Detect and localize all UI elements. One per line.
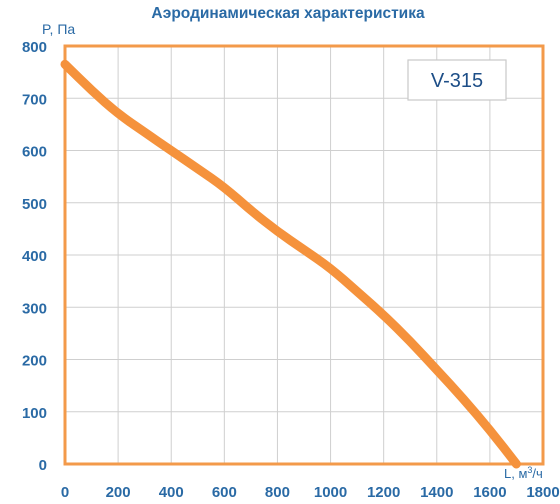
model-label-frame [407,59,507,101]
x-tick-label: 200 [106,484,131,501]
x-tick-label: 800 [265,484,290,501]
x-tick-label: 1200 [367,484,400,501]
y-tick-label: 400 [22,248,47,265]
model-label: V-315 [431,70,483,92]
plot-frame [63,44,545,466]
x-tick-label: 1000 [314,484,347,501]
chart-title: Аэродинамическая характеристика [151,5,425,22]
x-tick-label: 1800 [526,484,559,501]
y-tick-label: 500 [22,196,47,213]
y-tick-label: 700 [22,91,47,108]
model-label-box: V-315 [407,59,507,101]
y-tick-label: 0 [39,457,47,474]
x-tick-label: 1400 [420,484,453,501]
y-tick-label: 200 [22,353,47,370]
y-tick-label: 100 [22,405,47,422]
x-axis-label: L, м3/ч [504,465,543,481]
x-tick-label: 600 [212,484,237,501]
x-tick-label: 0 [61,484,69,501]
x-axis-label-tail: /ч [532,466,542,481]
y-tick-label: 300 [22,300,47,317]
x-tick-label: 400 [159,484,184,501]
tick-labels: 0 200 400 600 800 1000 1200 1400 1600 1800 0 100 200… [22,39,560,501]
y-tick-label: 800 [22,39,47,56]
y-axis-label: P, Па [42,21,75,37]
x-axis-label-base: L, м [504,466,527,481]
y-tick-label: 600 [22,144,47,161]
performance-curve [60,59,521,469]
x-axis-label-sup: 3 [527,465,532,475]
x-tick-label: 1600 [473,484,506,501]
